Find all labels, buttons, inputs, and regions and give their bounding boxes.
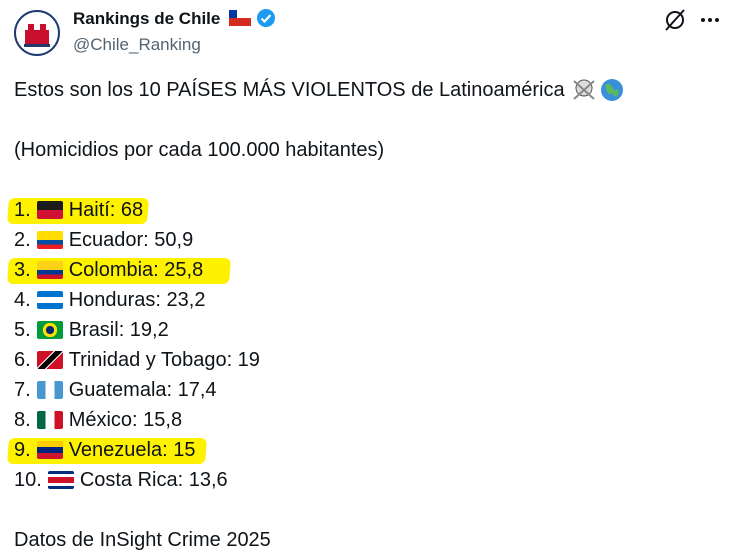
display-name[interactable]: Rankings de Chile bbox=[73, 8, 276, 29]
handle[interactable]: @Chile_Ranking bbox=[73, 35, 201, 54]
flag bbox=[36, 381, 63, 399]
country-value: Trinidad y Tobago: 19 bbox=[68, 348, 260, 371]
rank: 2. bbox=[14, 228, 31, 251]
ranking-item: 8. México: 15,8 bbox=[14, 406, 182, 434]
rank: 4. bbox=[14, 288, 31, 311]
ranking-item: 10. Costa Rica: 13,6 bbox=[14, 466, 228, 494]
flag bbox=[36, 261, 63, 279]
country-value: Venezuela: 15 bbox=[68, 438, 196, 461]
ranking-item: 7. Guatemala: 17,4 bbox=[14, 376, 217, 404]
flag bbox=[36, 351, 63, 369]
country-value: Colombia: 25,8 bbox=[68, 258, 204, 281]
ranking-item: 4. Honduras: 23,2 bbox=[14, 286, 205, 314]
rank: 6. bbox=[14, 348, 31, 371]
flag bbox=[36, 321, 63, 339]
tweet-actions[interactable] bbox=[662, 8, 732, 32]
country-value: Haití: 68 bbox=[68, 198, 144, 221]
country-value: México: 15,8 bbox=[68, 408, 183, 431]
rank: 1. bbox=[14, 198, 31, 221]
source: Datos de InSight Crime 2025 bbox=[14, 528, 271, 551]
ranking-item: 1. Haití: 68 bbox=[14, 196, 143, 224]
rank: 9. bbox=[14, 438, 31, 461]
flag bbox=[36, 231, 63, 249]
ranking-item: 5. Brasil: 19,2 bbox=[14, 316, 169, 344]
subtitle: (Homicidios por cada 100.000 habitantes) bbox=[14, 138, 385, 161]
country-value: Ecuador: 50,9 bbox=[68, 228, 194, 251]
flag bbox=[47, 471, 74, 489]
rank: 3. bbox=[14, 258, 31, 281]
country-value: Guatemala: 17,4 bbox=[68, 378, 217, 401]
flag bbox=[36, 411, 63, 429]
country-value: Costa Rica: 13,6 bbox=[79, 468, 228, 491]
ranking-item: 9. Venezuela: 15 bbox=[14, 436, 195, 464]
country-value: Brasil: 19,2 bbox=[68, 318, 169, 341]
rank: 10. bbox=[14, 468, 42, 491]
intro: Estos son los 10 PAÍSES MÁS VIOLENTOS de… bbox=[14, 76, 627, 104]
country-value: Honduras: 23,2 bbox=[68, 288, 206, 311]
avatar[interactable] bbox=[14, 10, 60, 56]
ranking-item: 3. Colombia: 25,8 bbox=[14, 256, 203, 284]
rank: 7. bbox=[14, 378, 31, 401]
name-text[interactable]: Rankings de Chile bbox=[73, 9, 221, 28]
flag bbox=[36, 441, 63, 459]
ranking-item: 6. Trinidad y Tobago: 19 bbox=[14, 346, 260, 374]
rank: 8. bbox=[14, 408, 31, 431]
flag bbox=[36, 201, 63, 219]
flag bbox=[36, 291, 63, 309]
rank: 5. bbox=[14, 318, 31, 341]
ranking-item: 2. Ecuador: 50,9 bbox=[14, 226, 193, 254]
intro-text: Estos son los 10 PAÍSES MÁS VIOLENTOS de… bbox=[14, 78, 565, 101]
